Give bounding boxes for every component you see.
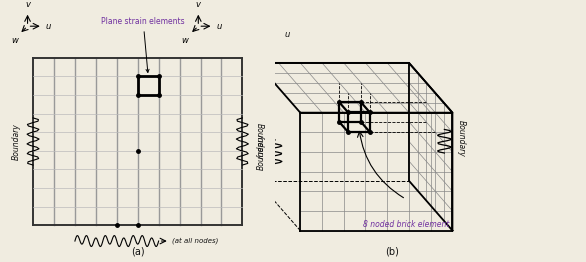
- Text: Boundary: Boundary: [12, 123, 21, 160]
- Text: Boundary: Boundary: [457, 120, 466, 157]
- Text: 8 noded brick element: 8 noded brick element: [363, 220, 449, 229]
- Text: v: v: [196, 0, 201, 9]
- Text: u: u: [46, 22, 51, 31]
- Bar: [138, 76, 159, 95]
- Text: w: w: [11, 36, 18, 45]
- Text: u: u: [285, 30, 290, 39]
- Text: (a): (a): [131, 247, 145, 257]
- Text: (b): (b): [385, 247, 399, 257]
- Text: Plane strain elements: Plane strain elements: [101, 17, 185, 72]
- Text: (at all nodes): (at all nodes): [172, 238, 219, 244]
- Text: Boundary: Boundary: [257, 133, 265, 170]
- Text: w: w: [182, 36, 189, 45]
- Text: v: v: [25, 0, 30, 9]
- Text: u: u: [216, 22, 222, 31]
- Text: Boundary: Boundary: [254, 123, 263, 160]
